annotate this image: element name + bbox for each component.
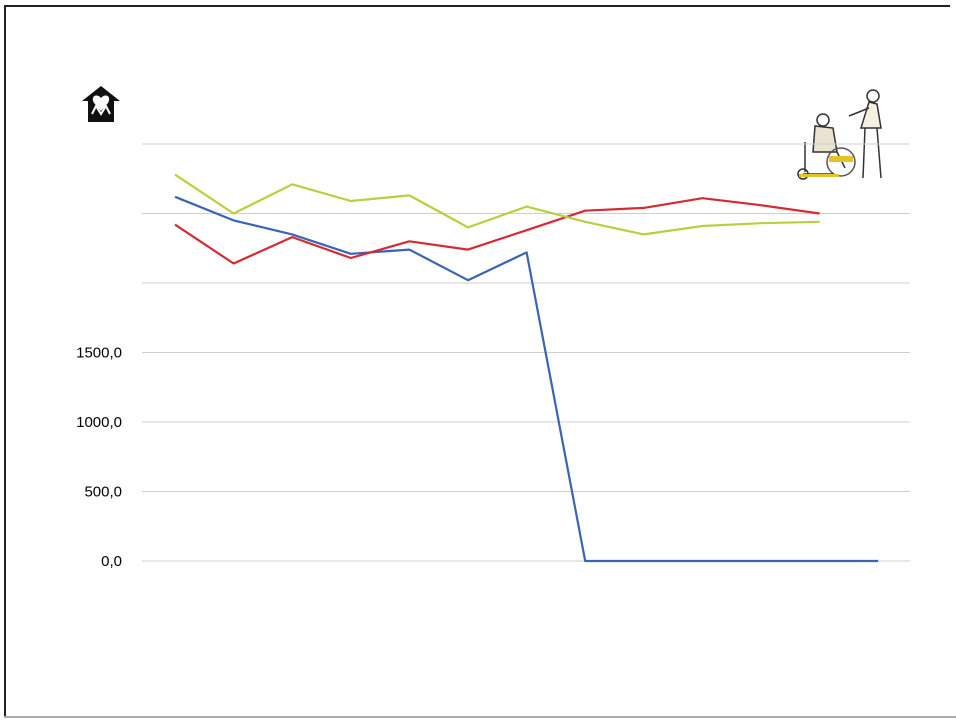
house-heart-logo-icon [82,86,120,122]
chart-frame [4,5,950,717]
series-line-1 [174,195,879,563]
series-line-2 [174,197,820,265]
y-tick-label: 500,0 [84,484,122,501]
wheelchair-caregiver-icon [797,89,882,180]
y-tick-label: 1500,0 [76,345,122,362]
frame-bottom-border [4,716,956,718]
series-line-3 [174,173,820,236]
y-tick-label: 0,0 [101,553,122,570]
y-tick-label: 1000,0 [76,414,122,431]
